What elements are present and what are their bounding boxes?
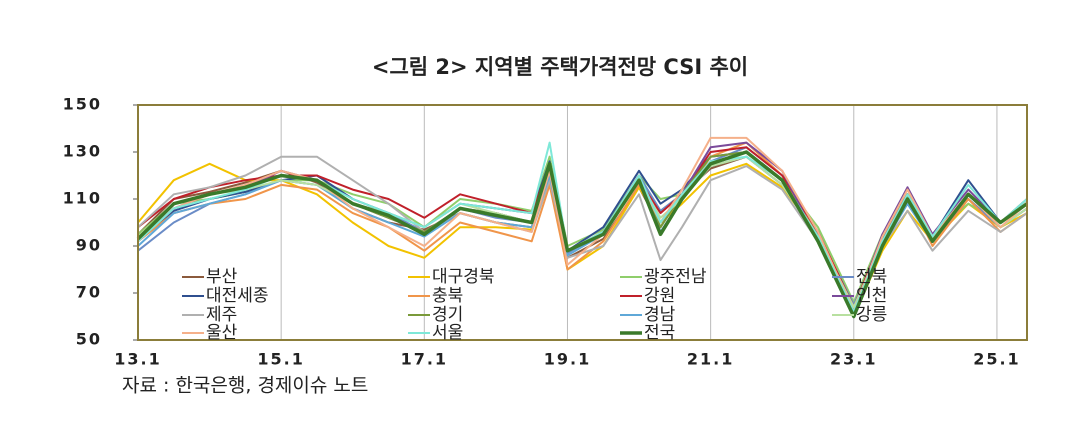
legend-label: 강릉 — [856, 305, 887, 325]
x-tick-label: 15.1 — [257, 350, 304, 369]
x-tick-label: 25.1 — [973, 350, 1020, 369]
legend-label: 전북 — [856, 267, 887, 287]
legend-label: 부산 — [206, 267, 238, 287]
y-tick-label: 70 — [76, 283, 102, 302]
x-tick-label: 23.1 — [830, 350, 877, 369]
legend-label: 대전세종 — [206, 286, 269, 306]
plot-frame — [137, 104, 1028, 341]
legend-label: 전국 — [644, 323, 675, 343]
legend-label: 경기 — [432, 305, 463, 325]
legend-label: 인천 — [856, 286, 887, 306]
legend-label: 광주전남 — [644, 267, 707, 287]
y-tick-label: 110 — [63, 189, 102, 208]
x-tick-label: 17.1 — [401, 350, 448, 369]
x-tick-label: 19.1 — [544, 350, 591, 369]
legend-label: 충북 — [432, 286, 463, 306]
legend-label: 울산 — [206, 323, 238, 343]
legend-label: 제주 — [206, 305, 237, 325]
legend-label: 대구경북 — [432, 267, 495, 287]
y-tick-label: 90 — [76, 236, 102, 255]
x-tick-label: 21.1 — [687, 350, 734, 369]
source-note: 자료 : 한국은행, 경제이슈 노트 — [122, 375, 368, 397]
series-line — [136, 150, 1029, 319]
legend-label: 경남 — [644, 305, 676, 325]
y-tick-label: 50 — [76, 330, 102, 349]
x-tick-label: 13.1 — [114, 350, 161, 369]
legend-label: 서울 — [432, 323, 463, 343]
y-tick-label: 130 — [63, 142, 102, 161]
y-tick-label: 150 — [63, 95, 102, 114]
chart-title: <그림 2> 지역별 주택가격전망 CSI 추이 — [372, 55, 748, 79]
series-line — [137, 155, 1028, 309]
legend-label: 강원 — [644, 286, 675, 306]
